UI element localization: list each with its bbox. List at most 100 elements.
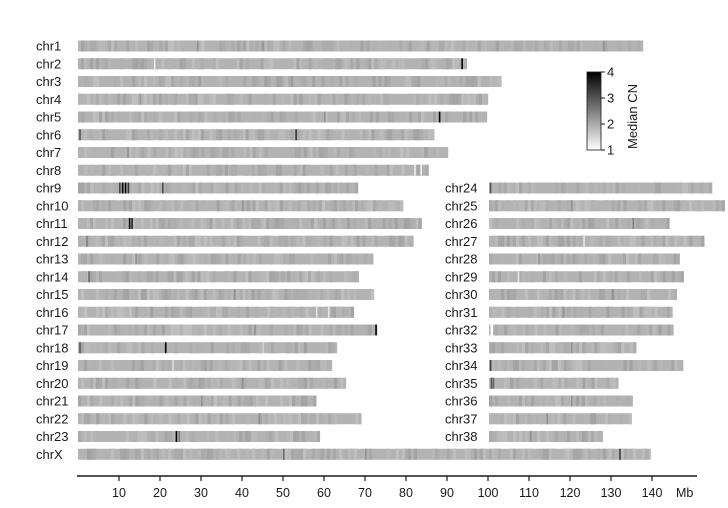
bar-texture	[690, 182, 695, 194]
bar-texture	[299, 324, 303, 336]
bar-texture	[483, 76, 487, 87]
bar-texture	[210, 253, 214, 265]
chromosome-bar	[489, 182, 713, 194]
bar-texture	[507, 306, 511, 318]
bar-texture	[452, 448, 457, 460]
bar-texture	[618, 40, 623, 52]
bar-texture	[677, 271, 681, 283]
bar-texture	[161, 448, 166, 460]
bar-texture	[239, 218, 243, 229]
bar-texture	[180, 147, 184, 158]
bar-texture	[140, 431, 144, 442]
bar-texture	[78, 306, 82, 318]
bar-texture	[320, 164, 324, 176]
bar-texture	[543, 324, 547, 336]
bar-texture	[313, 413, 317, 425]
bar-texture	[195, 377, 199, 389]
bar-texture	[137, 58, 142, 70]
bar-texture	[552, 218, 556, 229]
bar-texture	[174, 395, 178, 407]
bar-texture	[515, 235, 520, 247]
chromosome-chr10: chr10	[36, 198, 404, 213]
bar-texture	[158, 129, 163, 141]
bar-texture	[458, 93, 462, 105]
bar-texture	[509, 448, 514, 460]
bar-texture	[78, 324, 82, 336]
bar-texture	[475, 111, 479, 123]
bar-texture	[143, 324, 148, 336]
bar-texture	[209, 218, 213, 229]
bar-texture	[219, 377, 223, 389]
bar-texture	[143, 235, 148, 247]
bar-texture	[155, 431, 159, 442]
bar-texture	[575, 395, 580, 407]
bar-texture	[581, 235, 585, 247]
bar-texture	[201, 395, 205, 407]
bar-texture	[445, 111, 449, 123]
bar-texture	[132, 395, 136, 407]
bar-texture	[584, 448, 588, 460]
bar-texture	[227, 448, 232, 460]
bar-texture	[584, 431, 589, 442]
bar-texture	[590, 413, 594, 425]
bar-texture	[652, 324, 656, 336]
bar-texture	[525, 40, 529, 52]
bar-texture	[344, 324, 348, 336]
bar-texture	[578, 360, 582, 371]
chromosome-label: chr25	[445, 198, 478, 213]
bar-texture	[215, 431, 219, 442]
bar-texture	[134, 448, 139, 460]
bar-texture	[111, 253, 115, 265]
bar-texture	[293, 431, 297, 442]
bar-texture	[566, 289, 570, 300]
bar-texture	[282, 413, 287, 425]
bar-texture	[360, 200, 365, 212]
bar-texture	[119, 218, 124, 229]
bar-texture	[207, 413, 211, 425]
bar-texture	[233, 431, 237, 442]
bar-texture	[353, 164, 357, 176]
bar-texture	[180, 200, 184, 212]
bar-texture	[489, 395, 493, 407]
bar-texture	[504, 218, 508, 229]
bar-texture	[84, 413, 88, 425]
bar-texture	[563, 360, 567, 371]
bar-texture	[102, 182, 106, 194]
bar-texture	[192, 413, 196, 425]
bar-texture	[653, 271, 657, 283]
bar-texture	[168, 147, 172, 158]
bar-texture	[141, 200, 145, 212]
bar-texture	[521, 395, 526, 407]
chromosome-label: chr32	[445, 323, 478, 338]
bar-texture	[132, 253, 136, 265]
bar-texture	[590, 271, 595, 283]
bar-texture	[201, 76, 205, 87]
bar-texture	[215, 448, 220, 460]
cn-segment	[131, 218, 133, 229]
bar-texture	[180, 76, 184, 87]
bar-texture	[210, 182, 214, 194]
bar-texture	[569, 448, 574, 460]
bar-texture	[147, 395, 151, 407]
x-tick-label: 130	[601, 486, 622, 500]
bar-texture	[131, 129, 136, 141]
bar-texture	[146, 306, 151, 318]
bar-texture	[278, 164, 282, 176]
bar-texture	[152, 235, 157, 247]
bar-texture	[146, 324, 151, 336]
bar-texture	[333, 200, 338, 212]
bar-texture	[434, 93, 438, 105]
bar-texture	[570, 218, 574, 229]
bar-texture	[218, 448, 223, 460]
chromosome-label: chr34	[445, 358, 478, 373]
bar-texture	[623, 289, 627, 300]
bar-texture	[320, 324, 324, 336]
bar-texture	[297, 200, 301, 212]
bar-texture	[368, 448, 373, 460]
bar-texture	[443, 58, 447, 70]
bar-texture	[406, 147, 410, 158]
bar-texture	[161, 218, 165, 229]
bar-texture	[165, 76, 169, 87]
bar-texture	[362, 93, 366, 105]
bar-texture	[322, 342, 326, 354]
